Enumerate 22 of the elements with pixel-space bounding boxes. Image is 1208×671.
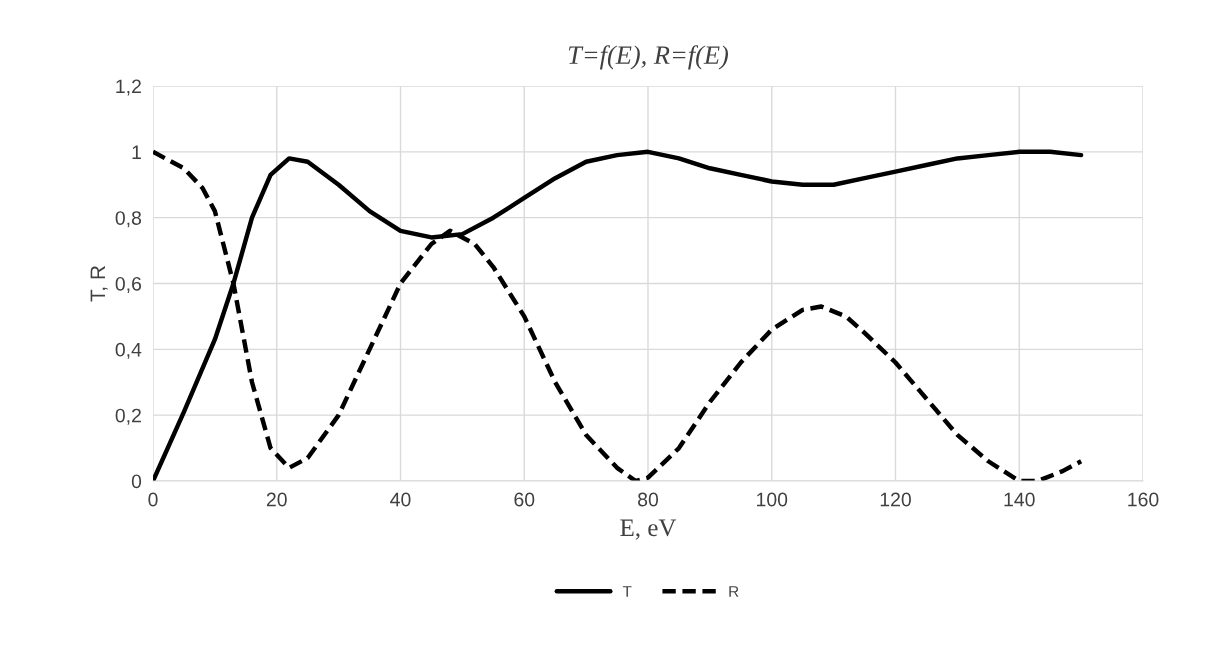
- legend-label: R: [729, 586, 739, 597]
- x-tick-label: 40: [390, 492, 411, 507]
- x-tick-label: 160: [1128, 492, 1159, 507]
- x-tick-label: 80: [638, 492, 659, 507]
- x-tick-label: 100: [757, 492, 788, 507]
- x-axis-title: E, eV: [620, 519, 677, 540]
- legend-label: T: [622, 586, 632, 597]
- x-tick-label: 0: [148, 492, 158, 507]
- x-tick-label: 140: [1004, 492, 1035, 507]
- y-tick-label: 0,8: [115, 211, 142, 228]
- line-series: [153, 149, 1084, 481]
- x-tick-label: 20: [266, 492, 287, 507]
- y-tick-label: 1: [132, 145, 141, 159]
- y-tick-label: 0,6: [115, 276, 142, 294]
- chart-title: T=f(E), R=f(E): [568, 45, 729, 70]
- y-tick-label: 0,4: [115, 342, 142, 359]
- y-tick-label: 0,2: [115, 408, 141, 425]
- x-tick-label: 60: [514, 492, 535, 507]
- y-axis-title: T, R: [90, 265, 108, 302]
- x-tick-label: 120: [880, 492, 911, 507]
- y-tick-label: 0: [131, 474, 142, 489]
- y-tick-label: 1,2: [116, 79, 141, 96]
